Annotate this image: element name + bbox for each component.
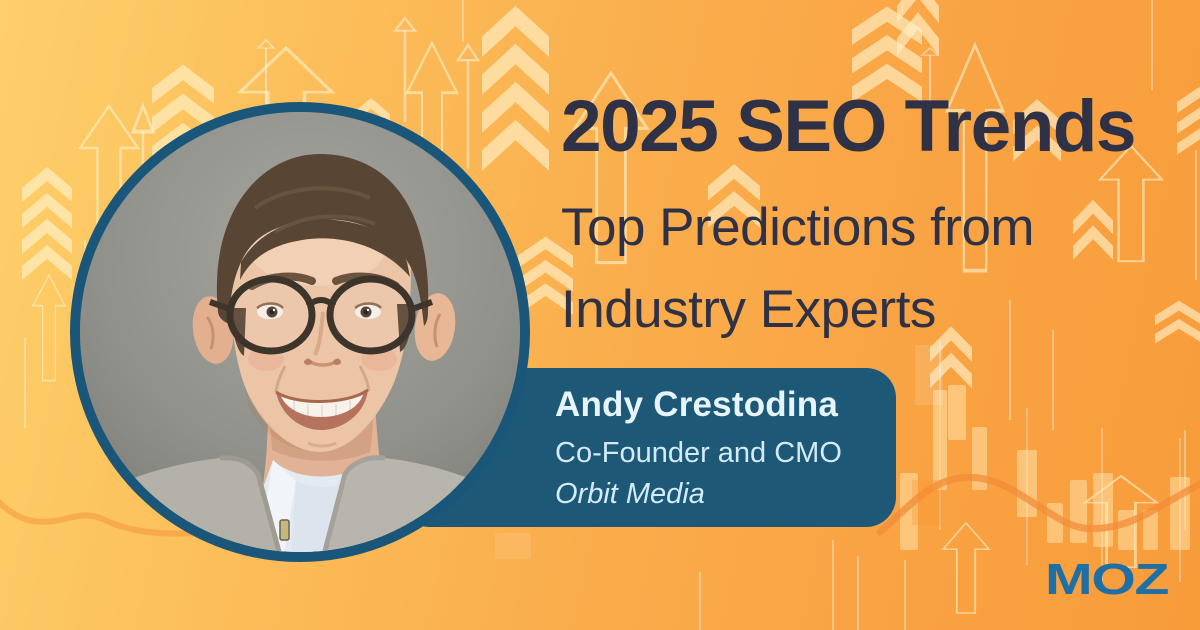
speaker-photo [70, 102, 530, 562]
speaker-company: Orbit Media [555, 477, 705, 510]
moz-logo: MOZ [1045, 555, 1169, 604]
speaker-role: Co-Founder and CMO [555, 437, 842, 469]
page-subtitle: Top Predictions from Industry Experts [561, 198, 1035, 339]
portrait-illustration [80, 112, 520, 552]
glasses-icon [209, 275, 433, 355]
speaker-name: Andy Crestodina [555, 385, 839, 424]
headline: 2025 SEO Trends Top Predictions from Ind… [561, 86, 1136, 351]
page-title: 2025 SEO Trends [561, 86, 1136, 167]
